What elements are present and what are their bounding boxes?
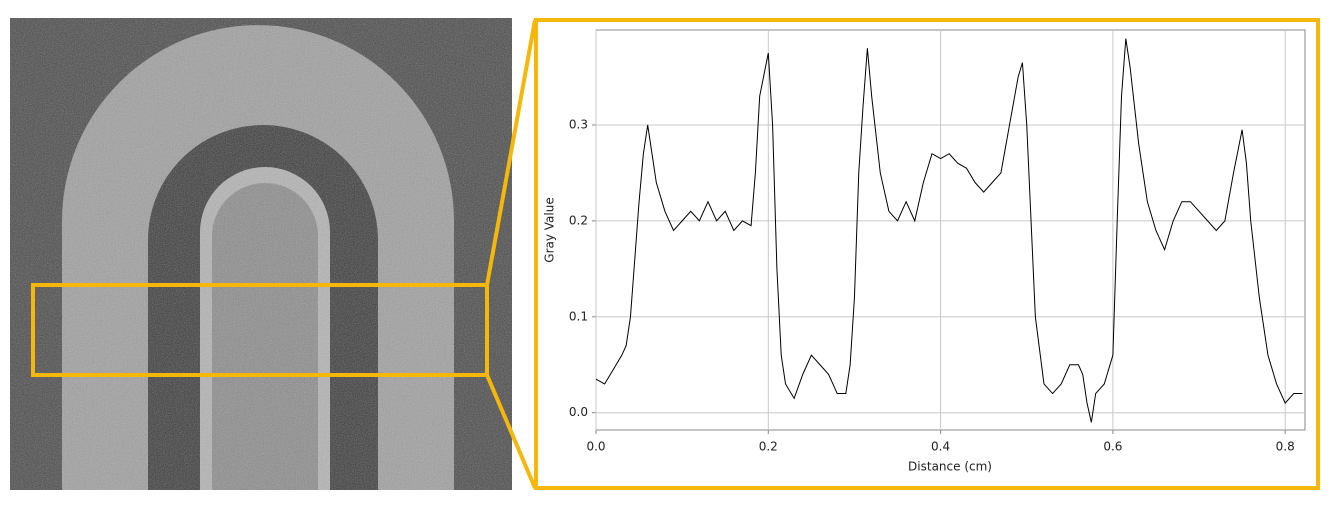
micrograph	[10, 18, 512, 490]
x-axis-label: Distance (cm)	[908, 460, 992, 474]
y-tick-label: 0.3	[569, 117, 588, 131]
y-axis-label: Gray Value	[543, 197, 557, 262]
x-tick-label: 0.8	[1276, 440, 1295, 454]
y-tick-label: 0.1	[569, 309, 588, 323]
x-tick-label: 0.4	[931, 440, 950, 454]
connector	[485, 374, 537, 489]
connector	[485, 19, 537, 286]
y-tick-label: 0.0	[569, 405, 588, 419]
y-tick-label: 0.2	[569, 213, 588, 227]
x-tick-label: 0.0	[586, 440, 605, 454]
roi-box	[31, 283, 489, 377]
x-tick-label: 0.2	[759, 440, 778, 454]
plot-panel	[534, 18, 1320, 490]
profile-line	[595, 38, 1303, 423]
x-tick-label: 0.6	[1103, 440, 1122, 454]
